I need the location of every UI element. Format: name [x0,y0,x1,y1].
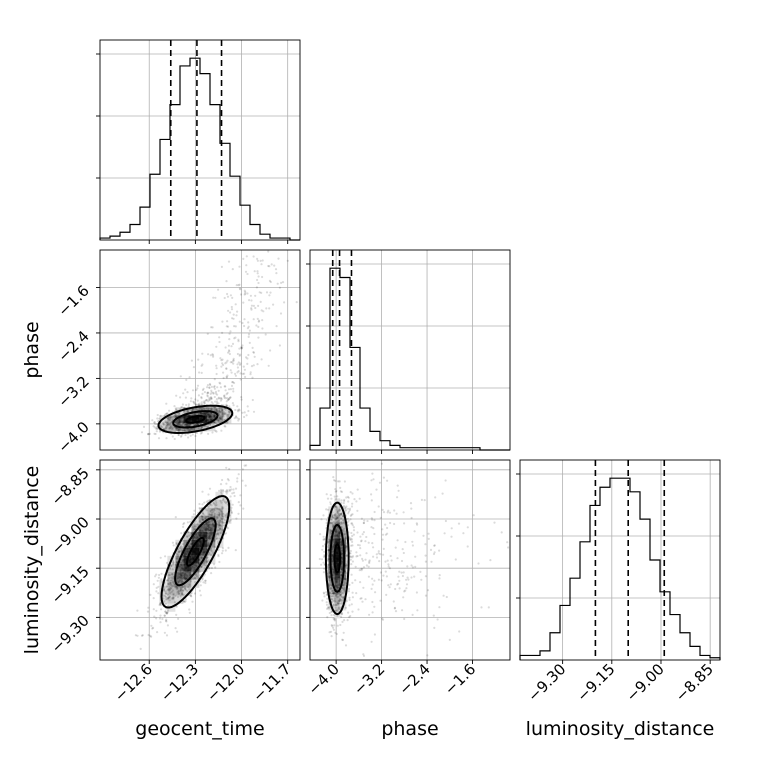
y-tick-label-phase: −4.0 [54,418,92,456]
x-tick-label-luminosity_distance: −9.30 [524,660,569,705]
panel-frame-2-1 [309,459,511,661]
x-tick-label-luminosity_distance: −8.85 [672,660,717,705]
contour-phase-luminosity_distance-1 [329,523,346,593]
scatter-points-geocent_time-luminosity_distance [134,464,248,651]
x-tick-label-geocent_time: −12.3 [157,660,202,705]
contour-geocent_time-luminosity_distance-0 [185,536,205,567]
contour-geocent_time-phase-1 [172,410,219,429]
contour-geocent_time-luminosity_distance-1 [174,517,217,587]
y-tick-label-luminosity_distance: −9.15 [48,562,93,607]
y-tick-label-luminosity_distance: −9.00 [48,513,93,558]
y-tick-label-phase: −1.6 [54,282,92,320]
y-tick-label-phase: −3.2 [54,373,92,411]
x-tick-label-phase: −4.0 [304,660,342,698]
x-tick-label-luminosity_distance: −9.00 [623,660,668,705]
contour-geocent_time-luminosity_distance-2 [160,495,231,609]
x-axis-label-luminosity_distance: luminosity_distance [526,718,715,740]
x-tick-label-phase: −2.4 [395,660,433,698]
panel-frame-1-0 [99,249,301,451]
histogram-phase [309,267,510,451]
panel-frame-2-0 [99,459,301,661]
x-axis-label-phase: phase [381,718,438,740]
x-tick-label-geocent_time: −12.6 [111,660,156,705]
x-axis-label-geocent_time: geocent_time [135,718,264,740]
scatter-points-phase-luminosity_distance [318,462,510,658]
y-axis-label-luminosity_distance: luminosity_distance [21,466,43,655]
y-axis-label-phase: phase [21,321,43,378]
contour-phase-luminosity_distance-0 [333,543,342,574]
histogram-luminosity_distance [519,477,721,660]
x-tick-label-luminosity_distance: −9.15 [573,660,618,705]
contour-geocent_time-phase-0 [185,414,206,424]
y-tick-label-phase: −2.4 [54,327,92,365]
histogram-geocent_time [99,57,300,241]
x-tick-label-phase: −3.2 [350,660,388,698]
panel-frame-2-2 [519,459,721,661]
x-tick-label-geocent_time: −11.7 [249,660,294,705]
panel-frame-0-0 [99,39,301,241]
x-tick-label-geocent_time: −12.0 [203,660,248,705]
y-tick-label-luminosity_distance: −9.30 [48,611,93,656]
x-tick-label-phase: −1.6 [441,660,479,698]
scatter-points-geocent_time-phase [140,250,298,441]
contour-phase-luminosity_distance-2 [324,501,350,616]
contour-geocent_time-phase-2 [157,404,234,435]
y-tick-label-luminosity_distance: −8.85 [48,464,93,509]
panel-frame-1-1 [309,249,511,451]
